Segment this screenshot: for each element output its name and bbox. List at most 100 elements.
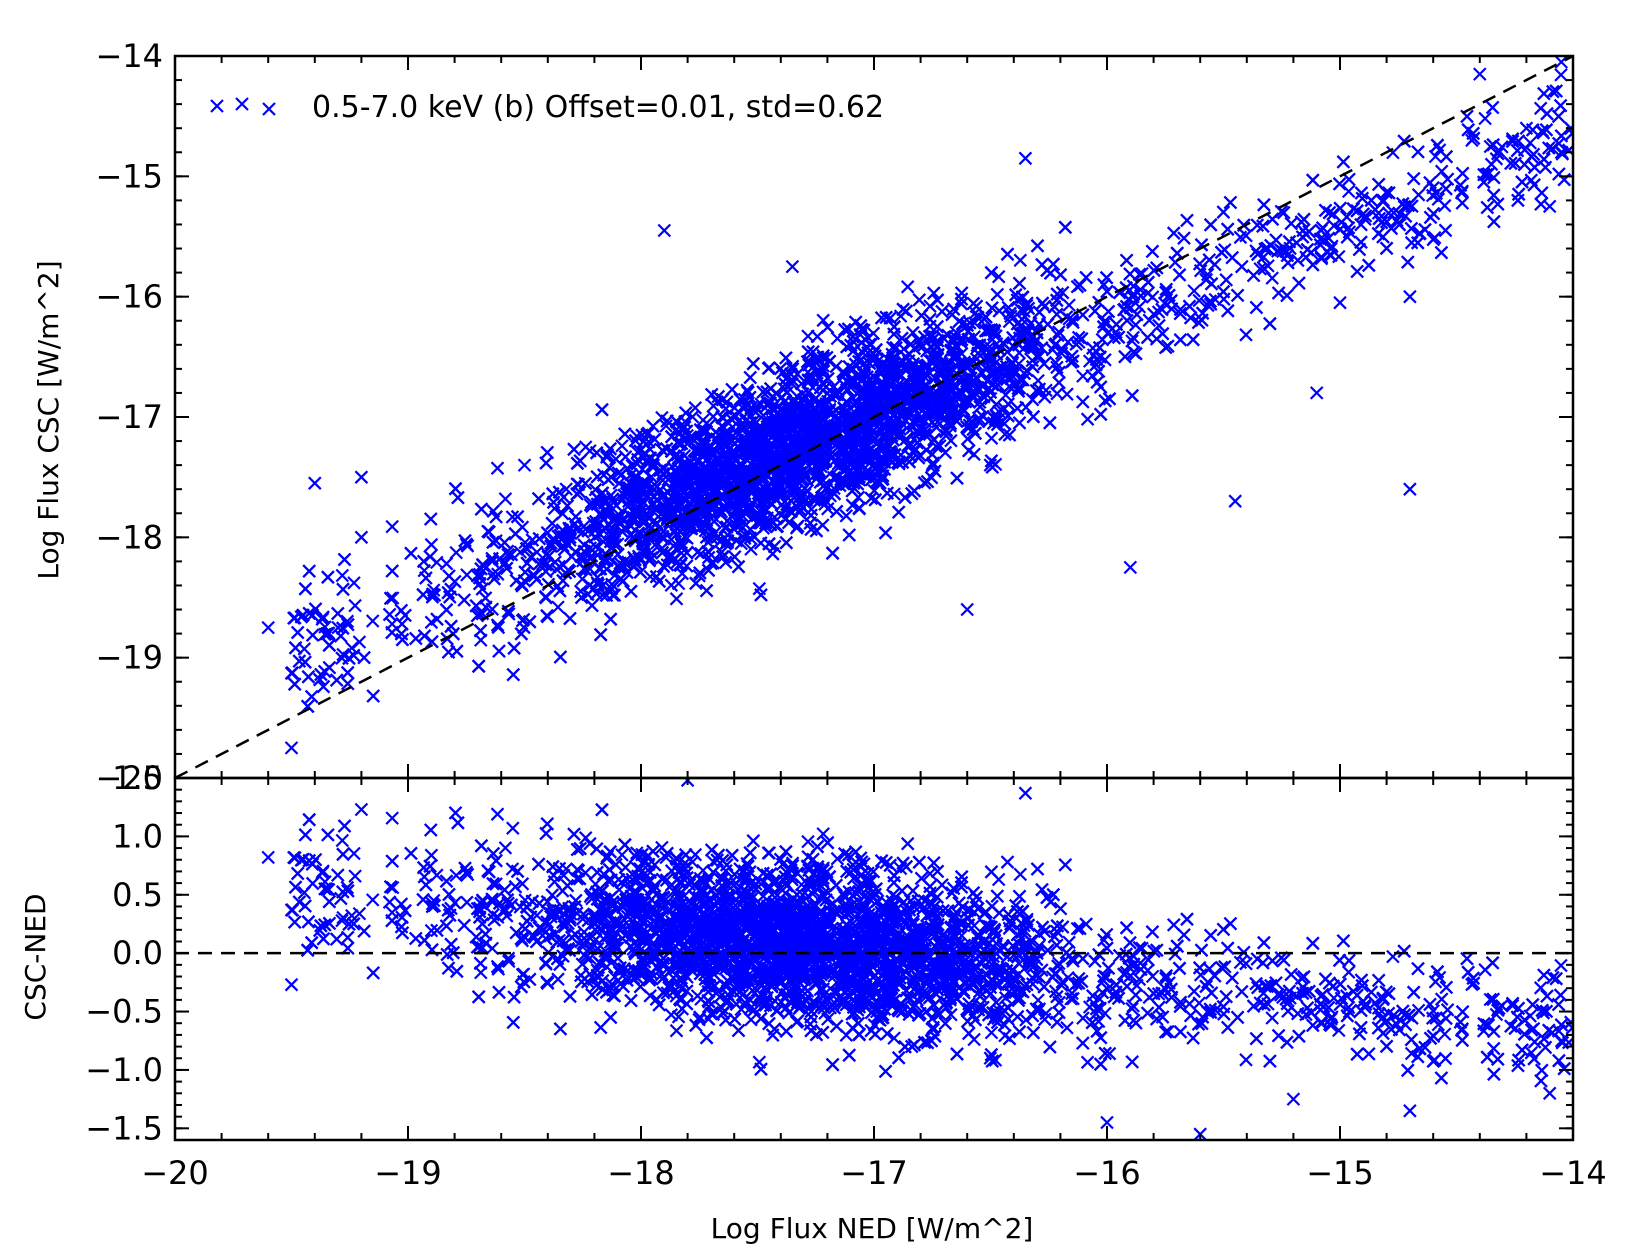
data-point	[1428, 149, 1443, 164]
data-point	[352, 635, 367, 649]
data-point	[539, 590, 553, 605]
data-point	[762, 361, 777, 375]
data-point	[1540, 106, 1554, 121]
data-point	[1551, 109, 1566, 124]
data-point	[839, 509, 854, 523]
data-point	[1438, 223, 1453, 238]
data-point	[1052, 325, 1066, 339]
data-point	[366, 689, 380, 703]
data-point	[1386, 145, 1400, 160]
data-point	[659, 419, 673, 433]
data-point	[1152, 318, 1166, 333]
data-point	[474, 502, 489, 516]
data-point	[1062, 298, 1076, 312]
data-point	[816, 313, 830, 328]
data-point	[699, 583, 714, 598]
data-point	[1066, 354, 1080, 368]
data-point	[1239, 328, 1253, 342]
data-point	[615, 439, 629, 453]
data-point	[966, 296, 981, 311]
data-point	[756, 385, 770, 399]
data-point	[1142, 313, 1157, 328]
data-point	[487, 572, 501, 586]
data-point	[385, 519, 399, 534]
data-point	[1554, 68, 1568, 82]
data-point	[1030, 239, 1045, 253]
data-point	[1246, 268, 1261, 283]
data-point	[417, 629, 432, 643]
data-point	[1478, 111, 1492, 126]
data-point	[1223, 195, 1238, 210]
data-point	[1192, 293, 1206, 308]
data-point	[287, 677, 302, 691]
data-point	[365, 614, 380, 628]
data-point	[578, 440, 593, 454]
data-point	[336, 647, 350, 662]
data-point	[821, 502, 835, 516]
data-point	[513, 545, 528, 559]
data-point	[347, 576, 361, 590]
data-point	[1491, 197, 1505, 211]
top-scatter-points	[261, 56, 1573, 755]
data-point	[1534, 197, 1548, 211]
data-point	[688, 401, 703, 415]
data-point	[998, 427, 1012, 442]
data-point	[424, 537, 439, 552]
data-point	[1065, 349, 1079, 363]
data-point	[1058, 220, 1073, 235]
data-point	[682, 434, 697, 449]
data-point	[930, 293, 945, 307]
data-point	[690, 545, 705, 559]
data-point	[1186, 332, 1200, 347]
data-point	[1318, 203, 1333, 218]
data-point	[457, 593, 471, 607]
data-point	[1404, 221, 1419, 236]
data-point	[1043, 416, 1057, 430]
data-point	[868, 493, 883, 507]
data-point	[991, 269, 1006, 284]
data-point	[502, 607, 516, 621]
data-point	[1026, 360, 1040, 374]
data-point	[1341, 184, 1356, 199]
top-panel: −14−15−16−17−18−19−20 Log Flux CSC [W/m^…	[32, 37, 1575, 797]
data-point	[1542, 141, 1556, 155]
data-point	[655, 545, 670, 560]
data-point	[1076, 395, 1090, 409]
data-point	[1187, 284, 1201, 298]
data-point	[715, 545, 729, 559]
data-point	[732, 513, 747, 527]
data-point	[754, 588, 768, 602]
data-point	[341, 676, 355, 691]
data-point	[1145, 290, 1160, 304]
data-point	[731, 559, 746, 574]
data-point	[954, 286, 969, 300]
data-point	[669, 592, 684, 606]
data-point	[316, 679, 331, 694]
data-point	[1126, 330, 1140, 345]
data-point	[335, 568, 350, 583]
data-point	[906, 325, 920, 340]
data-point	[498, 492, 513, 506]
data-point	[866, 326, 881, 341]
data-point	[1048, 355, 1063, 370]
data-point	[559, 482, 573, 496]
data-point	[1125, 334, 1139, 348]
data-point	[490, 461, 505, 475]
data-point	[1280, 288, 1294, 303]
data-point	[536, 557, 550, 571]
data-point	[1485, 100, 1500, 115]
data-point	[785, 359, 800, 374]
data-point	[1257, 261, 1271, 276]
data-point	[593, 627, 608, 642]
data-point	[1372, 211, 1386, 226]
data-point	[1100, 284, 1114, 299]
data-point	[531, 491, 546, 506]
data-point	[1332, 177, 1347, 191]
data-point	[607, 568, 622, 583]
data-point	[900, 280, 915, 294]
data-point	[1080, 412, 1095, 426]
data-point	[385, 591, 400, 605]
data-point	[992, 304, 1007, 318]
